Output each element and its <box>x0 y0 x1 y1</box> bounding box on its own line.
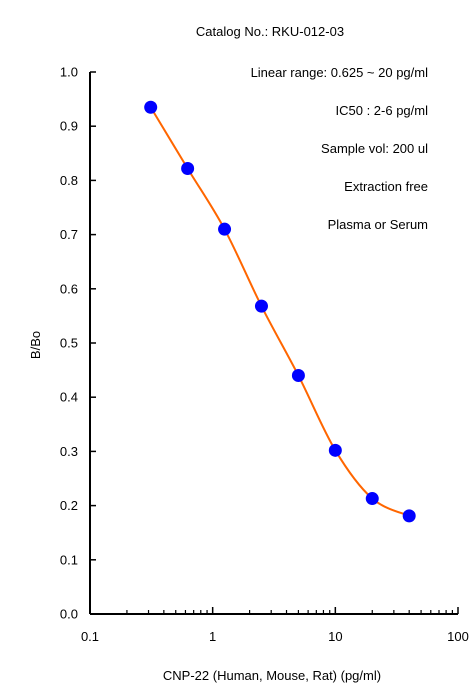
data-point <box>254 299 268 313</box>
x-tick-label: 1 <box>209 629 216 644</box>
data-point <box>328 443 342 457</box>
y-axis-label: B/Bo <box>28 331 43 359</box>
y-tick-label: 0.8 <box>60 173 78 188</box>
y-tick-label: 0.3 <box>60 444 78 459</box>
y-tick-label: 0.2 <box>60 498 78 513</box>
y-tick-label: 1.0 <box>60 65 78 80</box>
x-tick-label: 100 <box>447 629 469 644</box>
data-point <box>365 492 379 506</box>
y-tick-label: 0.7 <box>60 227 78 242</box>
annotation-text: IC50 : 2-6 pg/ml <box>336 103 429 118</box>
series-line <box>149 106 410 517</box>
annotation-text: Sample vol: 200 ul <box>321 141 428 156</box>
data-point <box>291 369 305 383</box>
x-tick-label: 0.1 <box>81 629 99 644</box>
y-tick-label: 0.6 <box>60 281 78 296</box>
annotation-text: Extraction free <box>344 179 428 194</box>
annotation-text: Linear range: 0.625 ~ 20 pg/ml <box>251 65 429 80</box>
x-tick-label: 10 <box>328 629 342 644</box>
y-tick-label: 0.4 <box>60 390 78 405</box>
y-tick-label: 0.1 <box>60 552 78 567</box>
data-point <box>144 100 158 114</box>
data-point <box>218 222 232 236</box>
series-layer <box>144 100 416 523</box>
data-point <box>181 161 195 175</box>
y-tick-label: 0.0 <box>60 607 78 622</box>
y-tick-label: 0.9 <box>60 119 78 134</box>
x-axis-label: CNP-22 (Human, Mouse, Rat) (pg/ml) <box>163 668 381 683</box>
y-tick-label: 0.5 <box>60 336 78 351</box>
annotation-text: Plasma or Serum <box>328 217 428 232</box>
annotations: Linear range: 0.625 ~ 20 pg/ml IC50 : 2-6… <box>251 65 429 232</box>
data-point <box>402 509 416 523</box>
axes: 0.00.10.20.30.40.50.60.70.80.91.00.1 1 10 1… <box>60 65 469 645</box>
chart-title: Catalog No.: RKU-012-03 <box>196 24 344 39</box>
